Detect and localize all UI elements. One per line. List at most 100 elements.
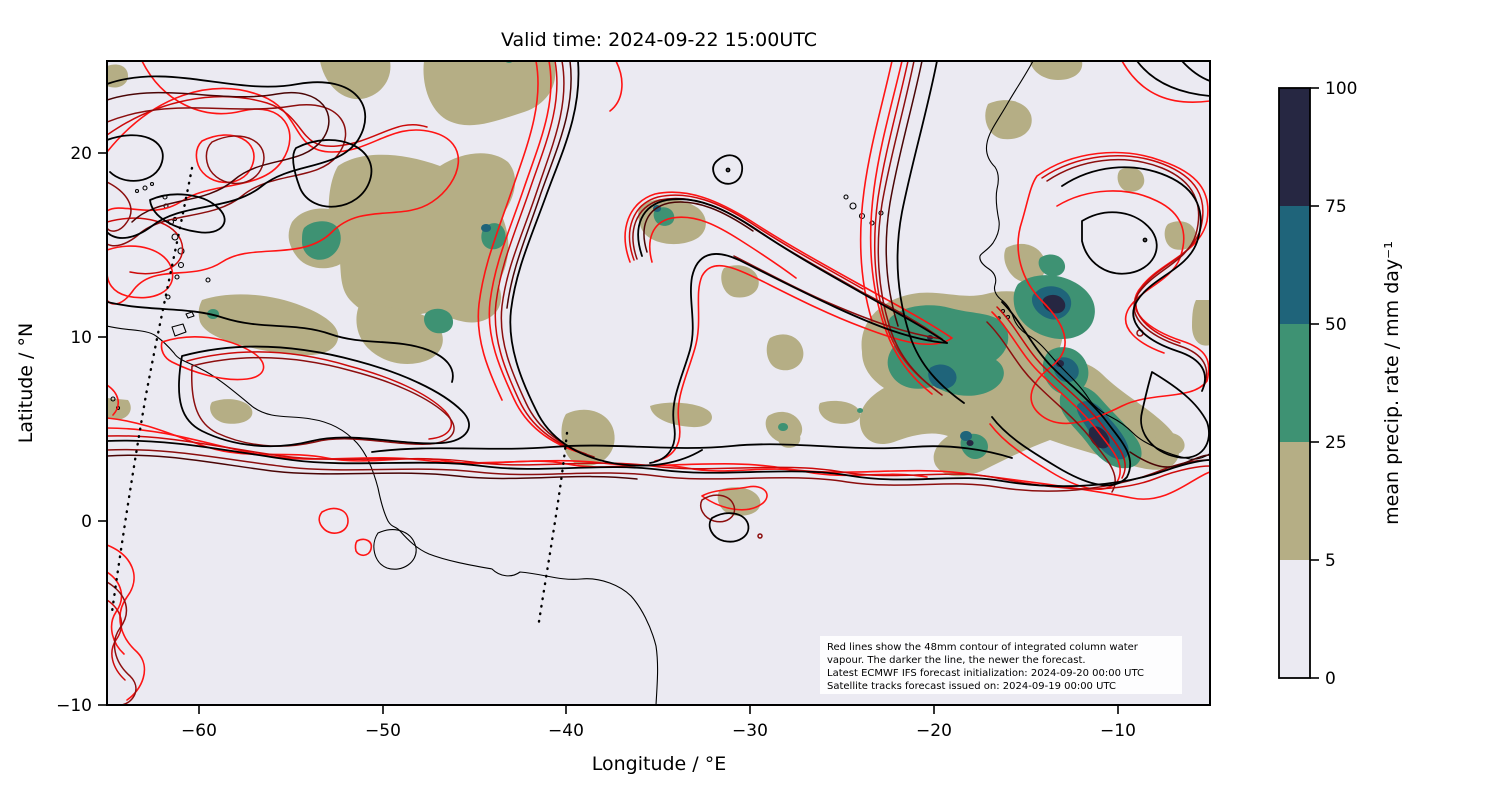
precip-patch <box>210 399 253 424</box>
iwv-contour <box>107 104 347 247</box>
satellite-track-2 <box>536 431 569 630</box>
iwv-contour <box>1017 151 1210 425</box>
iwv-contour <box>989 311 1122 490</box>
iwv-contour <box>991 301 1132 487</box>
colorbar-segment-5-25 <box>1279 442 1310 560</box>
x-tick-marks <box>198 705 1119 714</box>
precip-patch <box>1004 243 1046 283</box>
x-tick-label: −40 <box>548 721 584 741</box>
iwv-contour <box>500 61 595 458</box>
precip-core <box>857 408 864 413</box>
x-tick-label: −30 <box>732 721 768 741</box>
iwv-contour <box>700 494 736 523</box>
iwv-contour <box>1121 61 1210 103</box>
annotation-line-3: Latest ECMWF IFS forecast initialization… <box>827 668 1144 679</box>
coastline-west-africa <box>979 61 1210 460</box>
iwv-contour <box>371 443 1013 459</box>
iwv-contour <box>107 95 428 147</box>
coastline-cape-verde-island <box>869 220 875 226</box>
iwv-contour <box>160 336 265 381</box>
precip-core <box>778 423 789 431</box>
precip-patch <box>1154 432 1185 455</box>
colorbar-label: mean precip. rate / mm day⁻¹ <box>1381 241 1403 525</box>
iwv-contour <box>107 439 1210 488</box>
precip-patch <box>1117 167 1145 192</box>
coastline-antilles-island <box>174 274 180 280</box>
precip-core <box>1038 254 1066 277</box>
precip-patch <box>561 409 615 467</box>
map-area: Red lines show the 48mm contour of integ… <box>107 61 1210 705</box>
colorbar: 0 5 25 50 75 100 mean precip. rate / mm … <box>1278 79 1403 689</box>
iwv-contour <box>1061 166 1206 392</box>
x-tick-label: −50 <box>365 721 401 741</box>
iwv-contour <box>318 507 349 534</box>
iwv-contour-speck <box>725 167 731 173</box>
iwv-contours-mid-new <box>107 61 1210 705</box>
iwv-contour <box>107 301 454 383</box>
colorbar-tick-label: 100 <box>1325 79 1357 99</box>
iwv-contours-newest <box>107 61 1210 543</box>
precip-patch <box>1030 61 1083 80</box>
coastline-cape-verde-island <box>843 194 849 200</box>
coastline-antilles-island <box>171 233 179 241</box>
coastline-cape-verde-island <box>849 202 857 210</box>
colorbar-segment-50-75 <box>1279 206 1310 324</box>
satellite-track-1 <box>110 166 194 614</box>
iwv-contour <box>178 345 470 448</box>
plot-title: Valid time: 2024-09-22 15:00UTC <box>501 29 817 51</box>
colorbar-segment-75-100 <box>1279 88 1310 206</box>
satellite-tracks <box>110 166 569 630</box>
iwv-contour <box>1136 61 1210 97</box>
iwv-contour <box>859 61 893 322</box>
iwv-contour <box>649 253 948 464</box>
iwv-contour-speck <box>757 533 763 539</box>
iwv-contour <box>107 134 164 182</box>
coastline-antilles-island <box>134 188 140 194</box>
y-tick-label: 20 <box>70 144 92 164</box>
iwv-contours-newer <box>107 61 1210 480</box>
iwv-contour <box>712 154 743 185</box>
y-tick-label: 0 <box>81 512 92 532</box>
iwv-contour <box>186 351 452 440</box>
iwv-contour <box>986 321 1116 493</box>
colorbar-tick-marks <box>1310 87 1319 679</box>
annotation-line-1: Red lines show the 48mm contour of integ… <box>827 642 1139 653</box>
iwv-contour <box>869 61 933 395</box>
iwv-contour <box>733 255 943 340</box>
coastline-barbados <box>205 277 211 283</box>
iwv-contour <box>509 61 703 467</box>
iwv-contour <box>996 306 1126 479</box>
iwv-contour <box>494 61 587 455</box>
iwv-contour <box>107 75 367 239</box>
iwv-contour <box>506 61 572 309</box>
iwv-contour <box>1140 371 1210 459</box>
iwv-contour <box>488 61 582 454</box>
iwv-contour <box>107 599 126 681</box>
precip-patch <box>818 400 861 424</box>
iwv-contour <box>292 139 373 208</box>
iwv-contour <box>873 61 938 392</box>
iwv-contour <box>107 87 460 305</box>
precip-patch <box>777 427 801 448</box>
x-tick-label: −20 <box>916 721 952 741</box>
iwv-contour <box>1081 211 1158 275</box>
colorbar-tick-label: 5 <box>1325 551 1336 571</box>
precip-patch <box>328 153 516 323</box>
iwv-contour <box>107 217 184 275</box>
colorbar-outline <box>1278 87 1311 679</box>
iwv-contour <box>885 61 923 327</box>
precip-core-extreme <box>1056 360 1065 367</box>
x-axis-label: Longitude / °E <box>592 753 726 775</box>
annotation-box-bg <box>820 636 1182 694</box>
precip-core <box>424 308 454 334</box>
precip-core <box>653 207 675 226</box>
precip-patch <box>985 100 1032 140</box>
y-tick-label: −10 <box>56 696 92 716</box>
coastline-islet <box>110 396 116 402</box>
coastline-antilles-island <box>165 294 171 300</box>
iwv-contour <box>1046 159 1208 387</box>
coastline-antilles-island <box>177 247 185 255</box>
iwv-contour <box>107 581 137 705</box>
y-axis-label: Latitude / °N <box>15 323 37 443</box>
